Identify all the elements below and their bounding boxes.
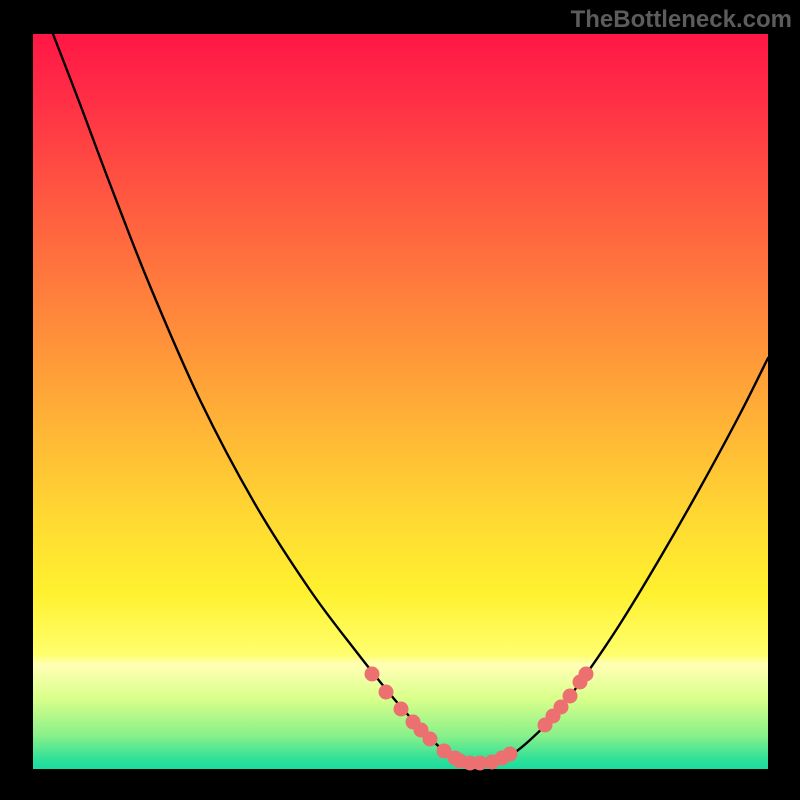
- curve-marker: [394, 702, 409, 717]
- curve-marker: [365, 667, 380, 682]
- gradient-background: [33, 34, 768, 769]
- curve-marker: [503, 747, 518, 762]
- curve-marker: [579, 667, 594, 682]
- curve-marker: [379, 685, 394, 700]
- watermark-text: TheBottleneck.com: [571, 6, 792, 34]
- curve-marker: [563, 689, 578, 704]
- chart-svg: [0, 0, 800, 800]
- curve-marker: [423, 732, 438, 747]
